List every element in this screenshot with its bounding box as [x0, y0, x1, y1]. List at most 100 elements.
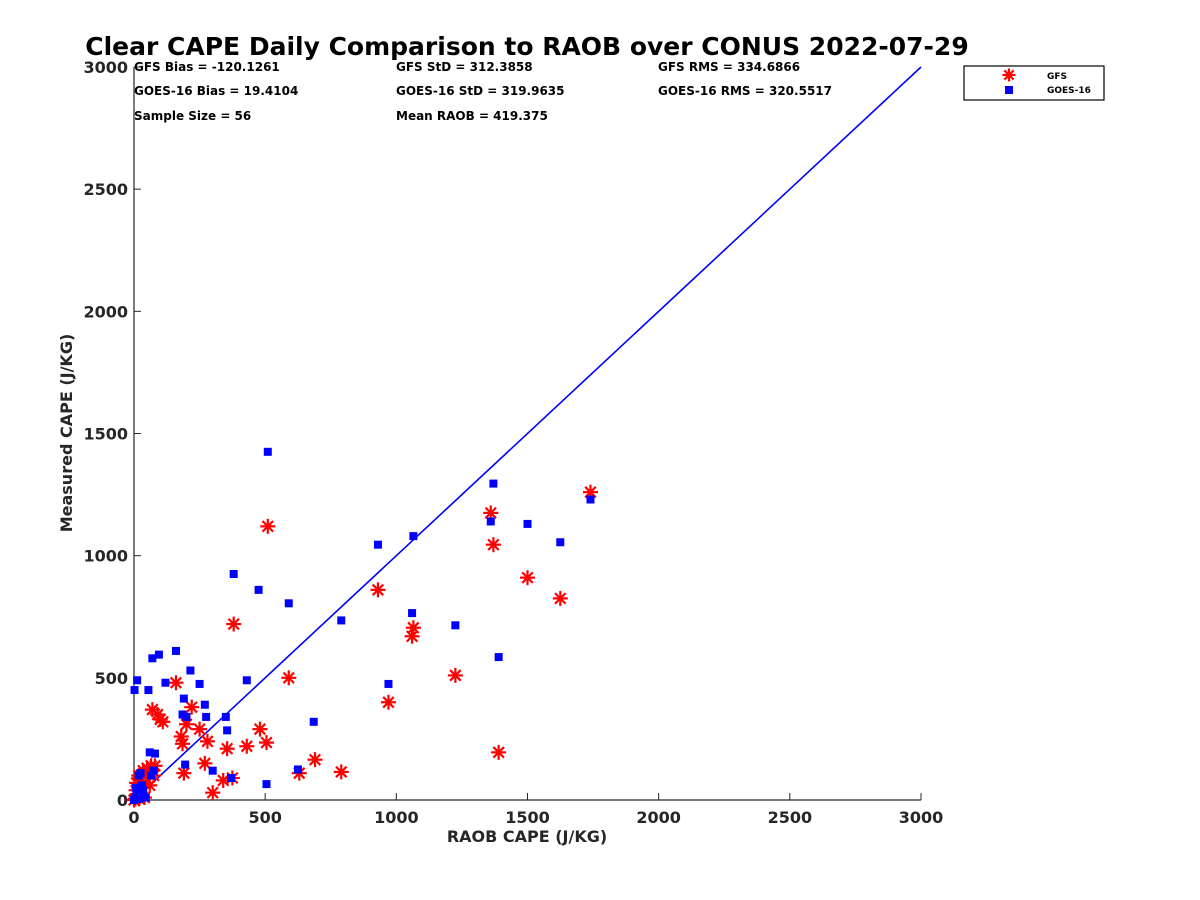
legend: GFS GOES-16: [963, 65, 1105, 101]
gfs-point: [199, 733, 215, 749]
stat-text: Mean RAOB = 419.375: [396, 109, 548, 123]
goes16-point: [408, 609, 417, 618]
goes16-point: [186, 666, 195, 675]
gfs-point: [168, 675, 184, 691]
y-ticks: 0 500 1000 1500 2000 2500 3000: [83, 58, 141, 810]
goes16-point: [130, 686, 139, 695]
gfs-point: [197, 755, 213, 771]
goes16-point: [182, 712, 191, 721]
goes16-point: [147, 771, 156, 780]
chart-title: Clear CAPE Daily Comparison to RAOB over…: [85, 32, 968, 61]
goes16-point: [284, 599, 293, 608]
x-tick-label: 0: [128, 808, 139, 827]
goes16-point: [451, 621, 460, 630]
gfs-point: [258, 735, 274, 751]
gfs-point: [239, 738, 255, 754]
y-tick-label: 2000: [83, 302, 128, 321]
x-tick-label: 1500: [505, 808, 550, 827]
gfs-series: [126, 484, 598, 808]
goes16-point: [136, 769, 145, 778]
goes16-point: [179, 694, 188, 703]
gfs-point: [192, 721, 208, 737]
gfs-point: [205, 785, 221, 801]
goes16-point: [171, 646, 180, 655]
goes16-point: [144, 686, 153, 695]
goes16-point: [221, 712, 230, 721]
goes16-point: [556, 538, 565, 547]
legend-gfs-marker: [1002, 68, 1016, 82]
goes16-point: [208, 766, 217, 775]
gfs-point: [491, 744, 507, 760]
stat-text: Sample Size = 56: [134, 109, 251, 123]
goes16-point: [373, 540, 382, 549]
goes16-point: [135, 794, 144, 803]
legend-goes16-label: GOES-16: [1047, 86, 1091, 96]
gfs-point: [173, 728, 189, 744]
goes16-point: [293, 765, 302, 774]
goes16-point: [133, 676, 142, 685]
goes16-point: [337, 616, 346, 625]
y-tick-label: 1000: [83, 547, 128, 566]
goes16-point: [149, 766, 158, 775]
gfs-point: [370, 582, 386, 598]
goes16-point: [309, 717, 318, 726]
goes16-point: [145, 748, 154, 757]
goes16-point: [223, 726, 232, 735]
y-tick-label: 0: [117, 791, 128, 810]
gfs-point: [226, 616, 242, 632]
plot-area: 0 500 1000 1500 2000 2500 3000 0 500 1000 1500 200…: [83, 58, 943, 827]
goes16-point: [141, 793, 150, 802]
y-tick-label: 500: [95, 669, 128, 688]
gfs-point: [260, 518, 276, 534]
y-tick-label: 3000: [83, 58, 128, 77]
goes16-point: [494, 653, 503, 662]
stat-text: GFS Bias = -120.1261: [134, 60, 280, 74]
stat-text: GOES-16 StD = 319.9635: [396, 84, 565, 98]
goes16-point: [586, 495, 595, 504]
gfs-point: [281, 670, 297, 686]
stat-text: GOES-16 RMS = 320.5517: [658, 84, 832, 98]
goes16-point: [263, 447, 272, 456]
goes16-point: [137, 781, 146, 790]
goes16-point: [489, 479, 498, 488]
x-ticks: 0 500 1000 1500 2000 2500 3000: [128, 793, 943, 827]
gfs-point: [485, 537, 501, 553]
stat-text: GOES-16 Bias = 19.4104: [134, 84, 298, 98]
goes16-point: [132, 783, 141, 792]
stat-text: GFS RMS = 334.6866: [658, 60, 800, 74]
gfs-point: [175, 736, 191, 752]
legend-goes16-marker: [1005, 86, 1013, 94]
gfs-point: [184, 699, 200, 715]
goes16-point: [148, 654, 157, 663]
gfs-point: [219, 741, 235, 757]
gfs-point: [520, 570, 535, 586]
gfs-point: [252, 721, 268, 737]
gfs-point: [380, 694, 396, 710]
goes16-point: [154, 650, 163, 659]
gfs-point: [483, 505, 499, 521]
y-tick-label: 2500: [83, 180, 128, 199]
x-tick-label: 2000: [636, 808, 681, 827]
goes16-point: [161, 678, 170, 687]
goes16-point: [202, 712, 211, 721]
gfs-point: [155, 714, 171, 730]
x-axis-label: RAOB CAPE (J/KG): [447, 827, 607, 846]
gfs-point: [405, 620, 421, 636]
goes16-point: [523, 519, 532, 528]
gfs-point: [333, 764, 349, 780]
goes16-point: [195, 679, 204, 688]
goes16-point: [242, 676, 251, 685]
one-to-one-line: [133, 66, 922, 801]
goes16-point: [200, 700, 209, 709]
x-tick-label: 2500: [768, 808, 813, 827]
goes16-point: [254, 585, 263, 594]
goes16-point: [227, 774, 236, 783]
goes16-point: [181, 760, 190, 769]
legend-box: [963, 65, 1105, 101]
x-tick-label: 3000: [899, 808, 944, 827]
legend-gfs-label: GFS: [1047, 72, 1067, 82]
stat-text: GFS StD = 312.3858: [396, 60, 533, 74]
legend-gfs-asterisk: [1002, 68, 1016, 82]
goes16-point: [139, 786, 148, 795]
